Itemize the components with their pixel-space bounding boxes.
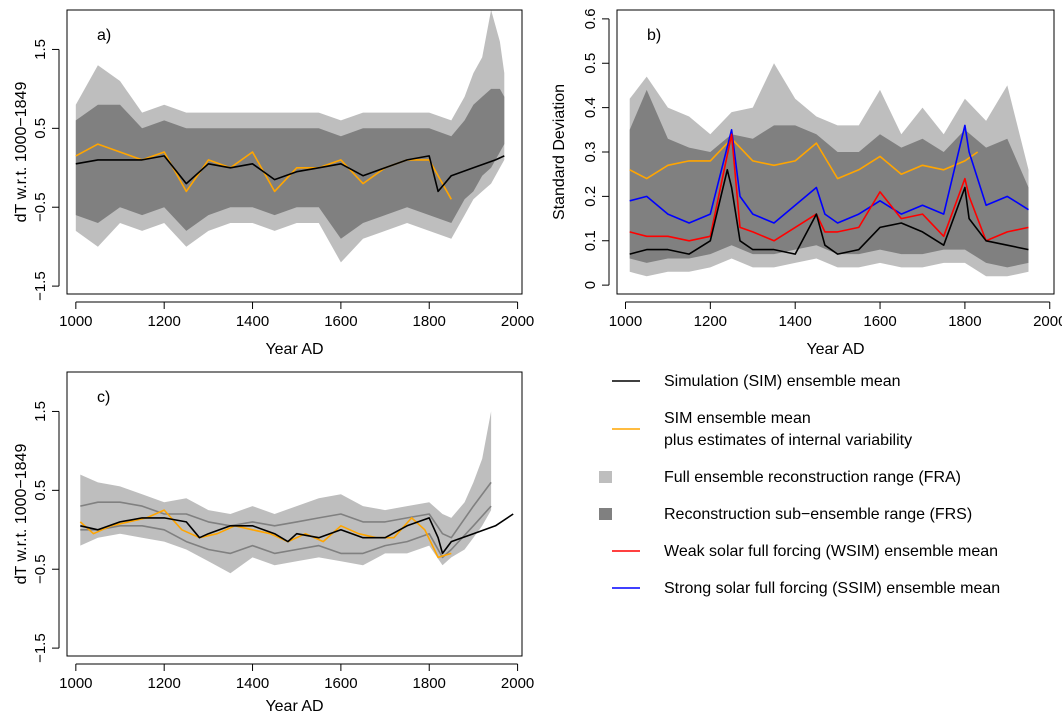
y-tick-label: −0.5 xyxy=(32,192,49,222)
legend-label: Strong solar full forcing (SSIM) ensembl… xyxy=(664,580,1000,597)
y-tick-label: 0.6 xyxy=(582,8,599,29)
x-axis: 1000 1200 1400 1600 1800 2000 xyxy=(59,663,534,692)
x-tick-label: 1000 xyxy=(609,313,642,330)
legend-label: Simulation (SIM) ensemble mean xyxy=(664,373,901,390)
y-tick-label: 0.3 xyxy=(582,142,599,163)
frs-line xyxy=(80,481,492,539)
legend-label: SIM ensemble mean xyxy=(664,410,811,427)
x-tick-label: 1400 xyxy=(779,313,812,330)
y-axis: −1.5 −0.5 0.5 1.5 xyxy=(32,401,60,663)
sim_internal-line xyxy=(629,137,979,180)
y-tick-label: 0.5 xyxy=(32,118,49,139)
y-tick-label: 0.4 xyxy=(582,97,599,118)
y-tick-label: 0.1 xyxy=(582,230,599,251)
plot-frame xyxy=(66,9,523,295)
y-tick-label: 0.5 xyxy=(32,480,49,501)
plot-frame xyxy=(66,371,523,657)
x-tick-label: 1400 xyxy=(236,675,269,692)
frs-band xyxy=(75,88,505,239)
y-axis-label: dT w.r.t. 1000−1849 xyxy=(13,82,30,223)
fra-band xyxy=(80,411,492,574)
sim-line xyxy=(75,155,505,193)
y-tick-label: −0.5 xyxy=(32,554,49,584)
legend-label: Reconstruction sub−ensemble range (FRS) xyxy=(664,506,972,523)
x-tick-label: 1200 xyxy=(694,313,727,330)
panel-label: a) xyxy=(97,27,111,44)
y-tick-label: 1.5 xyxy=(32,39,49,60)
plot-series xyxy=(79,411,514,574)
x-tick-label: 2000 xyxy=(1033,313,1062,330)
x-tick-label: 2000 xyxy=(501,313,534,330)
x-tick-label: 1400 xyxy=(236,313,269,330)
panel-label: c) xyxy=(97,389,110,406)
x-tick-label: 1800 xyxy=(413,313,446,330)
legend-swatch-box xyxy=(599,508,612,520)
y-tick-label: 0 xyxy=(582,281,599,289)
sim_internal-line xyxy=(79,509,452,559)
legend-label: plus estimates of internal variability xyxy=(664,432,912,449)
x-tick-label: 1000 xyxy=(59,675,92,692)
legend-item-ssim: Strong solar full forcing (SSIM) ensembl… xyxy=(612,580,1000,597)
y-axis-label: dT w.r.t. 1000−1849 xyxy=(13,444,30,585)
x-tick-label: 1200 xyxy=(147,675,180,692)
sim-line xyxy=(80,513,514,555)
x-axis: 1000 1200 1400 1600 1800 2000 xyxy=(59,301,534,330)
panel-a: 1000 1200 1400 1600 1800 2000 Year AD −1.5 −0.5 0… xyxy=(13,9,534,358)
x-axis: 1000 1200 1400 1600 1800 2000 xyxy=(609,301,1062,330)
x-axis-label: Year AD xyxy=(265,341,323,358)
y-tick-label: −1.5 xyxy=(32,633,49,663)
y-tick-label: 1.5 xyxy=(32,401,49,422)
wsim-line xyxy=(629,133,1029,242)
plot-frame xyxy=(616,9,1055,295)
y-axis-label: Standard Deviation xyxy=(551,84,568,220)
legend-item-fra: Full ensemble reconstruction range (FRA) xyxy=(599,469,961,486)
legend-label: Full ensemble reconstruction range (FRA) xyxy=(664,469,961,486)
plot-series xyxy=(629,63,1029,277)
frs-band xyxy=(629,89,1029,268)
x-tick-label: 1200 xyxy=(147,313,180,330)
y-tick-label: −1.5 xyxy=(32,271,49,301)
y-tick-label: 0.2 xyxy=(582,186,599,207)
frs-line xyxy=(80,505,492,559)
legend-item-wsim: Weak solar full forcing (WSIM) ensemble … xyxy=(612,543,998,560)
legend-item-sim: Simulation (SIM) ensemble mean xyxy=(612,373,901,390)
legend-swatch-box xyxy=(599,471,612,483)
x-tick-label: 1600 xyxy=(324,675,357,692)
plot-series xyxy=(75,10,505,263)
legend-item-frs: Reconstruction sub−ensemble range (FRS) xyxy=(599,506,972,523)
x-tick-label: 1800 xyxy=(948,313,981,330)
x-axis-label: Year AD xyxy=(265,698,323,715)
legend: Simulation (SIM) ensemble mean SIM ensemb… xyxy=(599,373,1000,597)
x-tick-label: 1600 xyxy=(863,313,896,330)
y-axis: 0 0.1 0.2 0.3 0.4 0.5 0.6 xyxy=(582,8,610,289)
y-axis: −1.5 −0.5 0.5 1.5 xyxy=(32,39,60,301)
y-tick-label: 0.5 xyxy=(582,53,599,74)
x-tick-label: 1000 xyxy=(59,313,92,330)
x-tick-label: 1800 xyxy=(413,675,446,692)
x-tick-label: 2000 xyxy=(501,675,534,692)
legend-label: Weak solar full forcing (WSIM) ensemble … xyxy=(664,543,998,560)
x-tick-label: 1600 xyxy=(324,313,357,330)
panel-c: 1000 1200 1400 1600 1800 2000 Year AD −1.5 −0.5 0… xyxy=(13,371,534,715)
ssim-line xyxy=(629,124,1029,224)
sim-line xyxy=(629,169,1029,255)
legend-item-sim_internal: SIM ensemble mean plus estimates of inter… xyxy=(612,410,912,449)
x-axis-label: Year AD xyxy=(806,341,864,358)
panel-b: 1000 1200 1400 1600 1800 2000 Year AD 0 0.1 0.2 0.… xyxy=(551,8,1062,358)
panel-label: b) xyxy=(647,27,661,44)
